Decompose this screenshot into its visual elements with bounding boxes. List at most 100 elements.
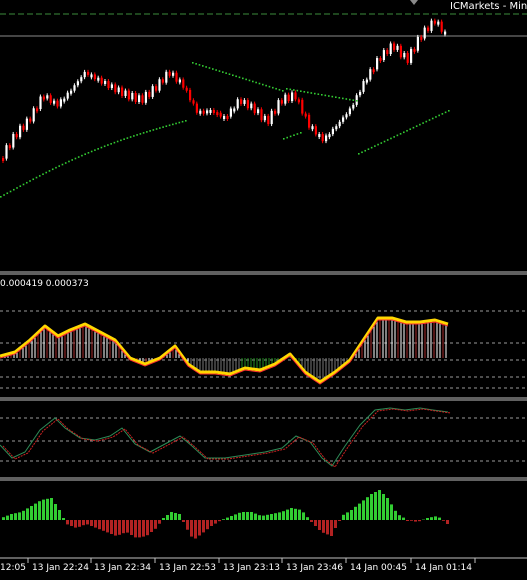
candle-body <box>90 74 93 78</box>
dot <box>272 86 274 89</box>
indicator3-bar <box>154 520 157 529</box>
indicator3-bar <box>366 497 369 520</box>
indicator3-bar <box>38 501 41 520</box>
indicator1-red-line <box>0 319 449 385</box>
candle-body <box>192 100 195 104</box>
indicator3-bar <box>358 503 361 520</box>
indicator3-bar <box>318 520 321 530</box>
candle-body <box>168 71 171 76</box>
time-axis-label: 13 Jan 22:53 <box>159 563 216 573</box>
candle-body <box>165 71 168 83</box>
dot <box>103 145 106 148</box>
dot <box>412 126 415 129</box>
indicator3-bar <box>314 520 317 526</box>
candle-body <box>260 109 263 121</box>
dot <box>431 117 434 120</box>
indicator3-bar <box>174 513 177 520</box>
candle-body <box>365 79 368 83</box>
indicator3-bar <box>98 520 101 530</box>
dot <box>228 73 231 76</box>
indicator3-bar <box>150 520 153 532</box>
time-axis-label: 13 Jan 22:24 <box>32 563 89 573</box>
dot <box>205 66 207 68</box>
dot <box>133 135 135 137</box>
indicator3-bar <box>162 518 165 520</box>
candle-body <box>161 79 164 83</box>
candle-body <box>131 93 134 100</box>
dot <box>435 116 437 118</box>
indicator3-bar <box>226 517 229 520</box>
indicator3-bar <box>118 520 121 535</box>
indicator3-bar <box>310 520 313 522</box>
candle-body <box>352 104 355 109</box>
candle-body <box>253 103 256 114</box>
dot <box>448 110 450 112</box>
dot <box>208 67 211 69</box>
indicator3-bar <box>302 512 305 520</box>
indicator3-bar <box>282 511 285 520</box>
indicator3-bar <box>410 520 413 521</box>
dot <box>356 100 358 102</box>
dot <box>265 84 267 87</box>
candle-body <box>389 43 392 55</box>
indicator3-bar <box>122 520 125 534</box>
dot <box>349 98 351 101</box>
indicator3-bar <box>414 520 417 522</box>
candle-body <box>73 85 76 91</box>
candle-body <box>53 100 56 104</box>
candle-body <box>396 45 399 50</box>
dot <box>100 146 103 149</box>
dot <box>328 95 330 97</box>
candle-body <box>233 108 236 112</box>
candle-body <box>124 90 127 96</box>
candle-body <box>175 72 178 82</box>
dot <box>358 153 360 155</box>
dot <box>181 120 184 123</box>
candle-body <box>59 99 62 107</box>
indicator3-bar <box>210 520 213 526</box>
candle-body <box>56 100 59 107</box>
indicator3-bar <box>178 514 181 520</box>
indicator3-bar <box>242 512 245 520</box>
dot <box>136 134 138 136</box>
candle-body <box>189 89 192 101</box>
dot <box>77 156 80 158</box>
candle-body <box>127 90 130 100</box>
indicator3-bar <box>390 504 393 520</box>
candle-body <box>2 158 5 161</box>
candle-body <box>158 79 161 91</box>
indicator3-bar <box>106 520 109 533</box>
dot <box>35 176 38 179</box>
candle-body <box>372 69 375 73</box>
indicator3-bar <box>22 510 25 520</box>
indicator3-bar <box>238 512 241 520</box>
candle-body <box>399 45 402 58</box>
dot <box>64 162 67 164</box>
indicator3-bar <box>42 499 45 520</box>
candle-body <box>420 36 423 40</box>
candle-body <box>270 110 273 125</box>
dot <box>32 178 35 181</box>
candle-body <box>5 145 8 159</box>
dot <box>258 82 261 85</box>
indicator3-bar <box>394 510 397 520</box>
dot <box>345 98 348 100</box>
candle-body <box>185 87 188 91</box>
dot <box>393 136 395 138</box>
dot <box>314 92 316 95</box>
dot <box>215 69 217 71</box>
indicator3-bar <box>10 514 13 520</box>
candle-body <box>301 99 304 114</box>
dot <box>296 89 299 92</box>
candle-body <box>42 96 45 100</box>
dot <box>116 140 119 143</box>
candle-body <box>433 20 436 24</box>
indicator3-bar <box>2 517 5 520</box>
indicator3-bar <box>250 512 253 520</box>
dot <box>172 123 174 126</box>
dot <box>300 90 302 92</box>
candle-body <box>134 93 137 103</box>
indicator3-bar <box>130 520 133 535</box>
dot <box>278 88 281 91</box>
